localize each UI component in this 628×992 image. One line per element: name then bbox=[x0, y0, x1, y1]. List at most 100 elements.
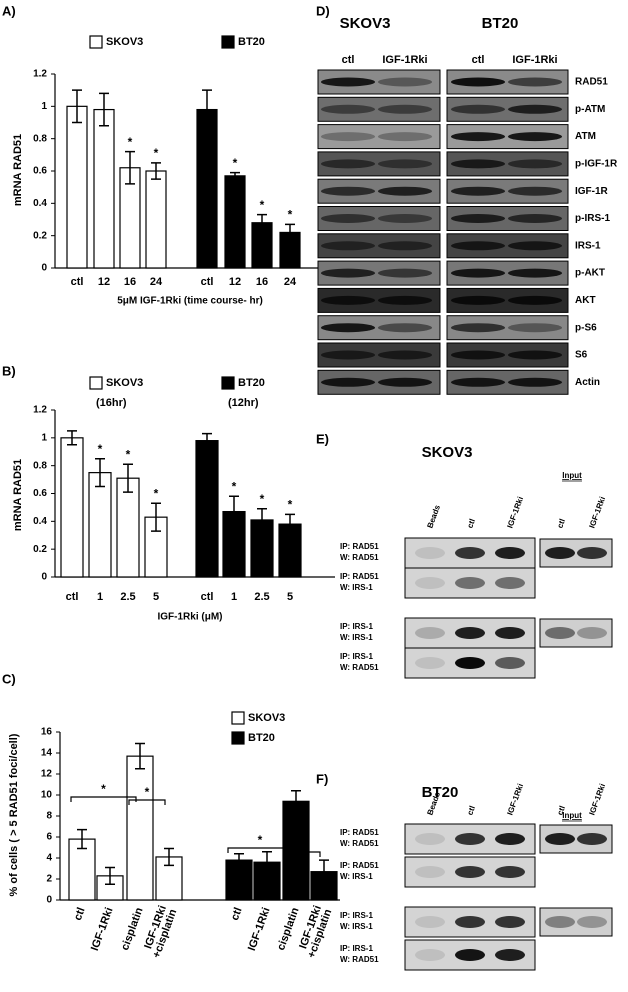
legend-note: (16hr) bbox=[96, 397, 127, 409]
error-bar bbox=[257, 508, 267, 532]
blot-band bbox=[321, 214, 375, 223]
blot-band bbox=[455, 949, 485, 961]
y-tick-label: 1.2 bbox=[33, 69, 47, 80]
protein-label: p-IGF-1R bbox=[575, 159, 618, 170]
blot-band bbox=[508, 323, 562, 333]
blot-band bbox=[415, 577, 445, 589]
blot-band bbox=[455, 547, 485, 559]
bar bbox=[60, 437, 84, 578]
lane-label: IGF-1Rki bbox=[505, 782, 525, 816]
lane-label: IGF-1Rki bbox=[587, 782, 607, 816]
protein-label: IRS-1 bbox=[575, 240, 601, 251]
blot-band bbox=[321, 132, 375, 142]
error-bar bbox=[229, 495, 239, 528]
bar bbox=[66, 105, 88, 269]
blot-band bbox=[577, 833, 607, 845]
blot-band bbox=[455, 657, 485, 669]
x-tick-label: 2.5 bbox=[254, 591, 269, 603]
blot-band bbox=[508, 132, 562, 142]
error-bar bbox=[95, 457, 105, 488]
row-label: IP: RAD51 bbox=[340, 542, 379, 551]
bar bbox=[196, 108, 218, 269]
bar bbox=[282, 800, 310, 901]
blot-band bbox=[495, 833, 525, 845]
significance-mark: * bbox=[98, 442, 103, 456]
cell-line-header: BT20 bbox=[482, 15, 519, 32]
significance-mark: * bbox=[300, 837, 305, 851]
y-tick-label: 0.8 bbox=[33, 460, 47, 471]
row-label: W: IRS-1 bbox=[340, 583, 373, 592]
significance-mark: * bbox=[128, 135, 133, 149]
input-label: Input bbox=[562, 471, 582, 480]
blot-band bbox=[545, 547, 575, 559]
y-axis-label: % of cells ( > 5 RAD51 foci/cell) bbox=[8, 733, 20, 896]
error-bar bbox=[230, 171, 240, 180]
legend-swatch bbox=[221, 376, 235, 390]
significance-mark: * bbox=[126, 447, 131, 461]
blot-band bbox=[451, 295, 505, 305]
blot-band bbox=[321, 377, 375, 387]
blot-band bbox=[321, 295, 375, 305]
blot-band bbox=[321, 77, 375, 87]
blot-band bbox=[508, 77, 562, 87]
blot-band bbox=[321, 323, 375, 333]
panel-label: B) bbox=[2, 363, 16, 378]
error-bar bbox=[105, 866, 115, 885]
blot-band bbox=[378, 350, 432, 360]
blot-band bbox=[508, 159, 562, 169]
bar bbox=[93, 108, 115, 269]
blot-band bbox=[415, 627, 445, 639]
blot-band bbox=[378, 377, 432, 387]
blot-band bbox=[508, 268, 562, 278]
lane-label: Beads bbox=[425, 503, 442, 529]
y-tick-label: 0.6 bbox=[33, 166, 47, 177]
blot-band bbox=[495, 547, 525, 559]
blot-strip bbox=[446, 315, 569, 341]
significance-mark: * bbox=[288, 208, 293, 222]
blot-band bbox=[495, 627, 525, 639]
blot-band bbox=[508, 241, 562, 251]
significance-mark: * bbox=[258, 833, 263, 847]
row-label: IP: IRS-1 bbox=[340, 911, 373, 920]
blot-band bbox=[451, 377, 505, 387]
blot-band bbox=[415, 916, 445, 928]
blot-band bbox=[545, 627, 575, 639]
lane-label: IGF-1Rki bbox=[587, 495, 607, 529]
row-label: W: RAD51 bbox=[340, 955, 379, 964]
row-label: IP: RAD51 bbox=[340, 828, 379, 837]
bar bbox=[145, 170, 167, 269]
legend-note: (12hr) bbox=[228, 397, 259, 409]
blot-band bbox=[451, 241, 505, 251]
blot-band bbox=[455, 916, 485, 928]
y-tick-label: 16 bbox=[41, 727, 53, 738]
lane-label: ctl bbox=[465, 518, 477, 530]
y-tick-label: 0 bbox=[41, 572, 47, 583]
blot-band bbox=[378, 159, 432, 169]
input-label: Input bbox=[562, 811, 582, 820]
significance-mark: * bbox=[232, 479, 237, 493]
blot-band bbox=[455, 833, 485, 845]
panel-label: D) bbox=[316, 3, 330, 18]
legend-label: SKOV3 bbox=[248, 712, 285, 724]
blot-strip bbox=[317, 124, 441, 150]
lane-label: IGF-1Rki bbox=[512, 54, 557, 66]
x-tick-label: ctl bbox=[72, 906, 88, 922]
y-tick-label: 0 bbox=[41, 263, 47, 274]
panel-label: A) bbox=[2, 3, 16, 18]
x-tick-label: IGF-1Rki bbox=[246, 906, 273, 953]
blot-band bbox=[455, 627, 485, 639]
blot-band bbox=[415, 657, 445, 669]
blot-band bbox=[508, 350, 562, 360]
x-tick-label: IGF-1Rki+cisplatin bbox=[140, 904, 179, 960]
legend-swatch bbox=[231, 731, 245, 745]
y-tick-label: 0.4 bbox=[33, 516, 47, 527]
protein-label: IGF-1R bbox=[575, 186, 609, 197]
x-tick-label: 5 bbox=[287, 591, 293, 603]
blot-band bbox=[451, 132, 505, 142]
significance-mark: * bbox=[260, 492, 265, 506]
significance-mark: * bbox=[154, 146, 159, 160]
legend-swatch bbox=[231, 711, 245, 725]
blot-band bbox=[545, 916, 575, 928]
